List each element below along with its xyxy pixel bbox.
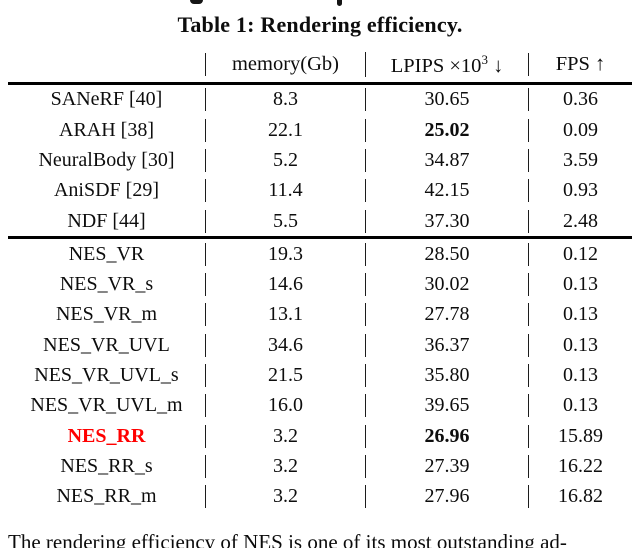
cutoff-text-fragment — [190, 0, 203, 4]
rendering-efficiency-table: memory(Gb) LPIPS ×103 ↓ FPS ↑ SANeRF [40… — [8, 47, 632, 512]
table-row: NES_RR_m 3.2 27.96 16.82 — [8, 481, 632, 511]
table-cell: 30.02 — [365, 273, 528, 297]
table-row: NES_RR 3.2 26.96 15.89 — [8, 421, 632, 451]
table-cell: 0.36 — [528, 88, 632, 112]
table-cell: 11.4 — [205, 179, 365, 203]
table-row: AniSDF [29] 11.4 42.15 0.93 — [8, 176, 632, 206]
header-cell-fps: FPS ↑ — [528, 53, 632, 76]
table-cell: 0.93 — [528, 179, 632, 203]
table-cell: 3.59 — [528, 149, 632, 173]
table-cell: 8.3 — [205, 88, 365, 112]
table-cell: 16.82 — [528, 485, 632, 509]
table-cell: NES_RR_m — [56, 485, 157, 508]
table-cell: 16.22 — [528, 454, 632, 478]
table-cell: 3.2 — [205, 454, 365, 478]
table-cell: 27.78 — [365, 303, 528, 327]
table-cell: 37.30 — [365, 209, 528, 233]
table-cell: 21.5 — [205, 363, 365, 387]
table-cell: NES_VR — [68, 242, 145, 265]
table-cell: 13.1 — [205, 303, 365, 327]
table-cell: 14.6 — [205, 273, 365, 297]
header-rule — [8, 82, 632, 85]
table-row: NeuralBody [30] 5.2 34.87 3.59 — [8, 145, 632, 175]
table-section-nes: NES_VR 19.3 28.50 0.12 NES_VR_s 14.6 30.02 0.13… — [8, 239, 632, 512]
table-row: NES_VR_m 13.1 27.78 0.13 — [8, 300, 632, 330]
body-paragraph: The rendering efficiency of NES is one o… — [8, 530, 567, 548]
table-cell: 27.39 — [365, 454, 528, 478]
table-caption: Table 1: Rendering efficiency. — [177, 12, 463, 37]
table-cell: NeuralBody [30] — [38, 149, 175, 172]
table-cell: 0.13 — [528, 333, 632, 357]
table-cell: 3.2 — [205, 485, 365, 509]
table-cell: SANeRF [40] — [50, 88, 163, 111]
table-cell: 0.13 — [528, 273, 632, 297]
table-row: NES_VR_UVL_m 16.0 39.65 0.13 — [8, 391, 632, 421]
table-cell: 0.13 — [528, 303, 632, 327]
table-cell: NES_VR_s — [59, 273, 154, 296]
table-row: NES_VR 19.3 28.50 0.12 — [8, 239, 632, 269]
table-row: NES_RR_s 3.2 27.39 16.22 — [8, 451, 632, 481]
table-cell: 0.12 — [528, 242, 632, 266]
lpips-exponent: 3 — [481, 51, 488, 67]
table-cell: 28.50 — [365, 242, 528, 266]
table-cell: 16.0 — [205, 394, 365, 418]
table-row: ARAH [38] 22.1 25.02 0.09 — [8, 115, 632, 145]
table-cell: 15.89 — [528, 424, 632, 448]
table-cell: 2.48 — [528, 209, 632, 233]
lpips-label: LPIPS ×10 — [390, 54, 482, 77]
table-cell: AniSDF [29] — [53, 179, 159, 202]
table-row: NES_VR_UVL_s 21.5 35.80 0.13 — [8, 360, 632, 390]
table-cell: 30.65 — [365, 88, 528, 112]
table-section-baselines: SANeRF [40] 8.3 30.65 0.36 ARAH [38] 22.1 25.0… — [8, 85, 632, 236]
table-cell: 36.37 — [365, 333, 528, 357]
header-cell-lpips: LPIPS ×103 ↓ — [365, 51, 528, 78]
table-cell: 35.80 — [365, 363, 528, 387]
table-cell: ARAH [38] — [59, 118, 154, 141]
table-cell: 34.6 — [205, 333, 365, 357]
table-cell: NES_VR_UVL — [43, 333, 170, 356]
table-row: SANeRF [40] 8.3 30.65 0.36 — [8, 85, 632, 115]
table-cell: 27.96 — [365, 485, 528, 509]
table-row: NES_VR_UVL 34.6 36.37 0.13 — [8, 330, 632, 360]
section-divider-rule — [8, 236, 632, 240]
cutoff-text-fragment — [337, 0, 342, 6]
table-cell: NES_RR_s — [60, 454, 153, 477]
table-cell: 19.3 — [205, 242, 365, 266]
table-cell: 42.15 — [365, 179, 528, 203]
table-cell: 22.1 — [205, 118, 365, 142]
table-cell: NES_RR — [67, 424, 146, 447]
table-row: NES_VR_s 14.6 30.02 0.13 — [8, 269, 632, 299]
table-cell: 0.13 — [528, 363, 632, 387]
table-cell: NES_VR_UVL_m — [30, 394, 183, 417]
table-cell: NES_VR_UVL_s — [34, 363, 179, 386]
table-cell: NDF [44] — [67, 209, 146, 232]
table-cell: 5.5 — [205, 209, 365, 233]
lpips-down-arrow-icon: ↓ — [487, 54, 504, 77]
header-cell-memory: memory(Gb) — [205, 53, 365, 76]
table-cell: NES_VR_m — [55, 303, 158, 326]
table-cell: 5.2 — [205, 149, 365, 173]
table-cell: 0.13 — [528, 394, 632, 418]
table-cell: 0.09 — [528, 118, 632, 142]
table-header-row: memory(Gb) LPIPS ×103 ↓ FPS ↑ — [8, 47, 632, 82]
table-cell: 34.87 — [365, 149, 528, 173]
table-row: NDF [44] 5.5 37.30 2.48 — [8, 206, 632, 236]
table-cell: 25.02 — [365, 118, 528, 142]
table-cell: 26.96 — [365, 424, 528, 448]
table-cell: 3.2 — [205, 424, 365, 448]
table-cell: 39.65 — [365, 394, 528, 418]
